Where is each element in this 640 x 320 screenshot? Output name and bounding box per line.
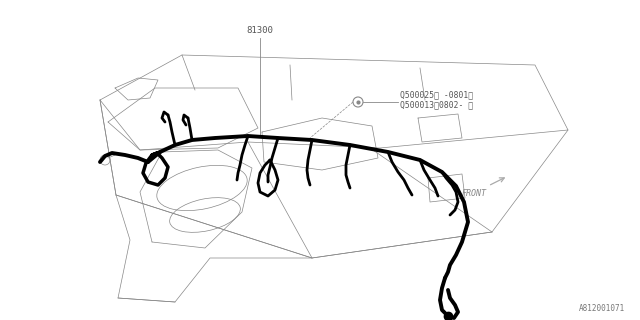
Text: Q500013（0802- ）: Q500013（0802- ） <box>400 100 473 109</box>
Text: 81300: 81300 <box>246 26 273 35</box>
Text: FRONT: FRONT <box>462 189 487 198</box>
Text: A812001071: A812001071 <box>579 304 625 313</box>
Text: Q500025（ -0801）: Q500025（ -0801） <box>400 90 473 99</box>
